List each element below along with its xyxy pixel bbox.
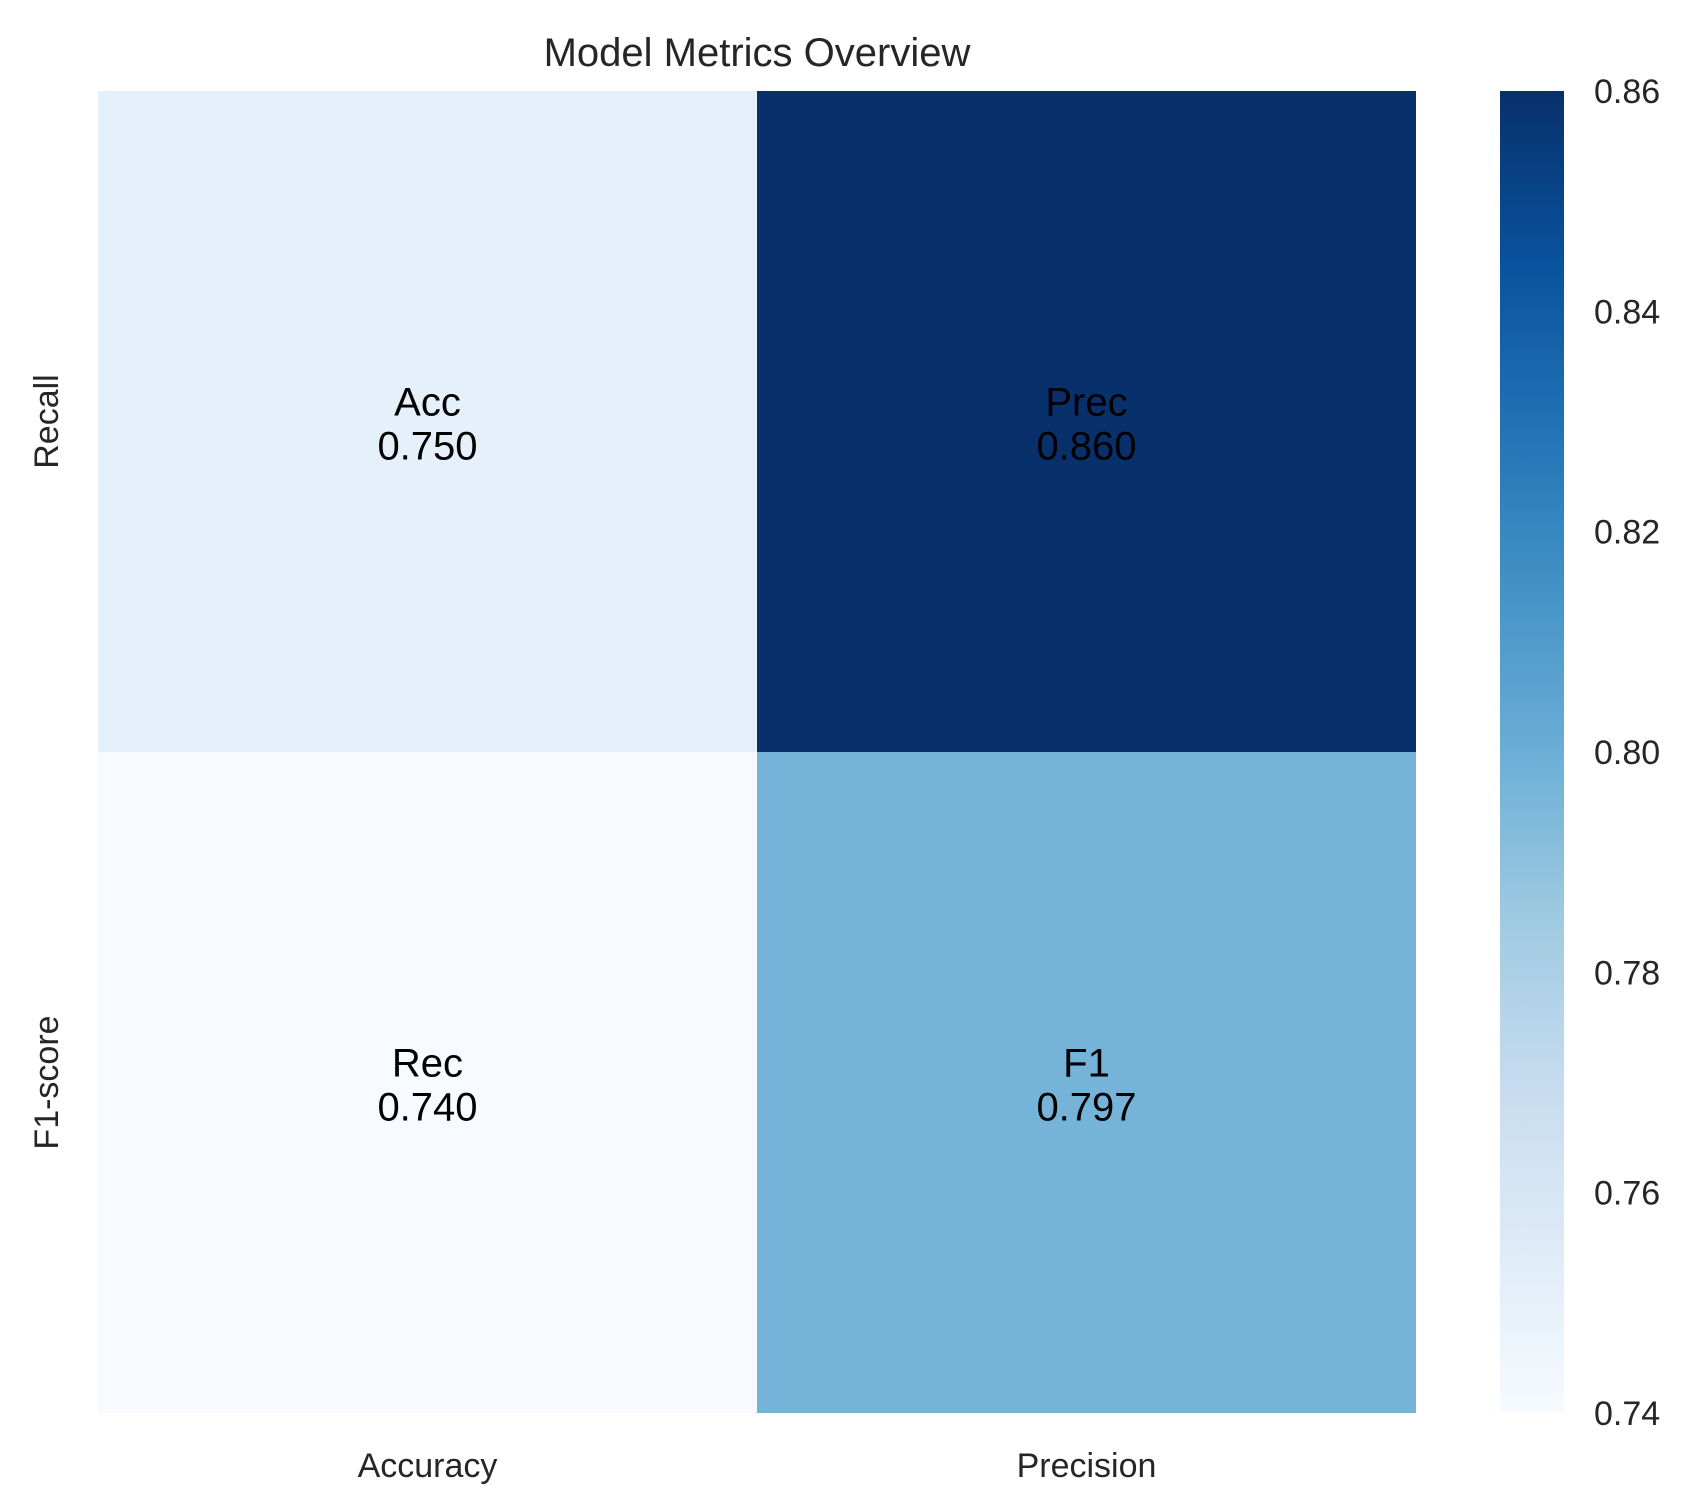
colorbar-tick-label: 0.80 xyxy=(1594,734,1660,772)
heatmap-cell-label: F1 xyxy=(1063,1042,1110,1086)
heatmap-cell-value: 0.797 xyxy=(1036,1086,1136,1130)
heatmap-cell-value: 0.740 xyxy=(377,1086,477,1130)
colorbar-tick-label: 0.84 xyxy=(1594,293,1660,331)
heatmap-cell-value: 0.860 xyxy=(1036,425,1136,469)
y-tick-label-recall: Recall xyxy=(28,374,66,468)
colorbar-tick-label: 0.74 xyxy=(1594,1395,1660,1433)
heatmap-cell-value: 0.750 xyxy=(377,425,477,469)
colorbar-tick-labels: 0.74 0.76 0.78 0.80 0.82 0.84 0.86 xyxy=(1594,73,1660,1433)
x-tick-label-precision: Precision xyxy=(1017,1447,1157,1485)
y-tick-label-f1-score: F1-score xyxy=(28,1015,66,1149)
chart-title: Model Metrics Overview xyxy=(544,31,971,75)
heatmap-cell-rect xyxy=(98,91,757,752)
heatmap-cell-rect xyxy=(757,91,1416,752)
heatmap-cell-rect xyxy=(98,752,757,1413)
colorbar-tick-label: 0.76 xyxy=(1594,1175,1660,1213)
heatmap-cell-f1: F10.797 xyxy=(757,752,1416,1413)
y-axis-tick-labels: Recall F1-score xyxy=(28,374,66,1149)
colorbar-tick-label: 0.86 xyxy=(1594,73,1660,111)
heatmap-cell-label: Acc xyxy=(394,381,461,425)
heatmap-cell-label: Prec xyxy=(1045,381,1127,425)
heatmap-cell-rect xyxy=(757,752,1416,1413)
colorbar-tick-label: 0.82 xyxy=(1594,514,1660,552)
x-axis-tick-labels: Accuracy Precision xyxy=(358,1447,1157,1485)
heatmap-cell-label: Rec xyxy=(392,1042,463,1086)
colorbar-tick-label: 0.78 xyxy=(1594,954,1660,992)
x-tick-label-accuracy: Accuracy xyxy=(358,1447,498,1485)
colorbar xyxy=(1500,91,1564,1413)
